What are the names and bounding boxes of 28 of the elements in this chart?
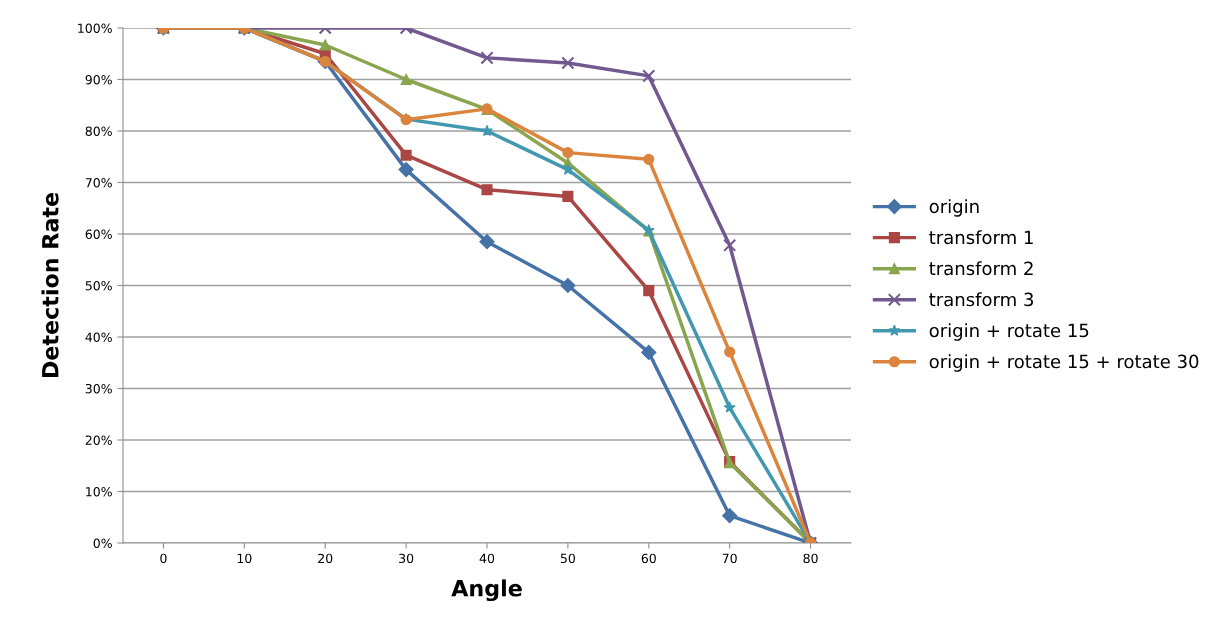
y-tick-label: 70% xyxy=(85,177,112,188)
legend-label: transform 2 xyxy=(929,261,1033,276)
x-tick-label: 70 xyxy=(722,553,737,564)
y-tick-label: 80% xyxy=(85,126,112,136)
legend-label: transform 1 xyxy=(929,230,1033,245)
x-tick-label: 80 xyxy=(803,553,818,564)
x-tick-label: 40 xyxy=(479,553,495,564)
y-tick-label: 100% xyxy=(78,23,112,33)
x-axis-title: Angle xyxy=(451,579,522,602)
x-tick-label: 30 xyxy=(399,553,414,564)
legend-label: origin xyxy=(929,199,979,217)
x-tick-label: 0 xyxy=(160,553,167,564)
y-tick-label: 20% xyxy=(85,435,112,445)
y-tick-label: 30% xyxy=(85,383,112,394)
legend-label: origin + rotate 15 xyxy=(929,323,1089,341)
y-axis-title: Detection Rate xyxy=(41,192,59,378)
x-tick-label: 50 xyxy=(560,553,576,564)
y-tick-label: 50% xyxy=(85,280,112,291)
y-tick-label: 90% xyxy=(85,74,112,85)
y-tick-label: 60% xyxy=(85,229,112,239)
y-tick-label: 10% xyxy=(86,486,112,497)
x-tick-label: 10 xyxy=(237,553,252,564)
x-tick-label: 20 xyxy=(318,553,333,564)
legend-label: transform 3 xyxy=(929,292,1033,307)
y-tick-label: 40% xyxy=(85,332,112,342)
legend-label: origin + rotate 15 + rotate 30 xyxy=(929,354,1199,372)
x-tick-label: 60 xyxy=(641,553,656,564)
y-tick-label: 0% xyxy=(93,538,112,548)
